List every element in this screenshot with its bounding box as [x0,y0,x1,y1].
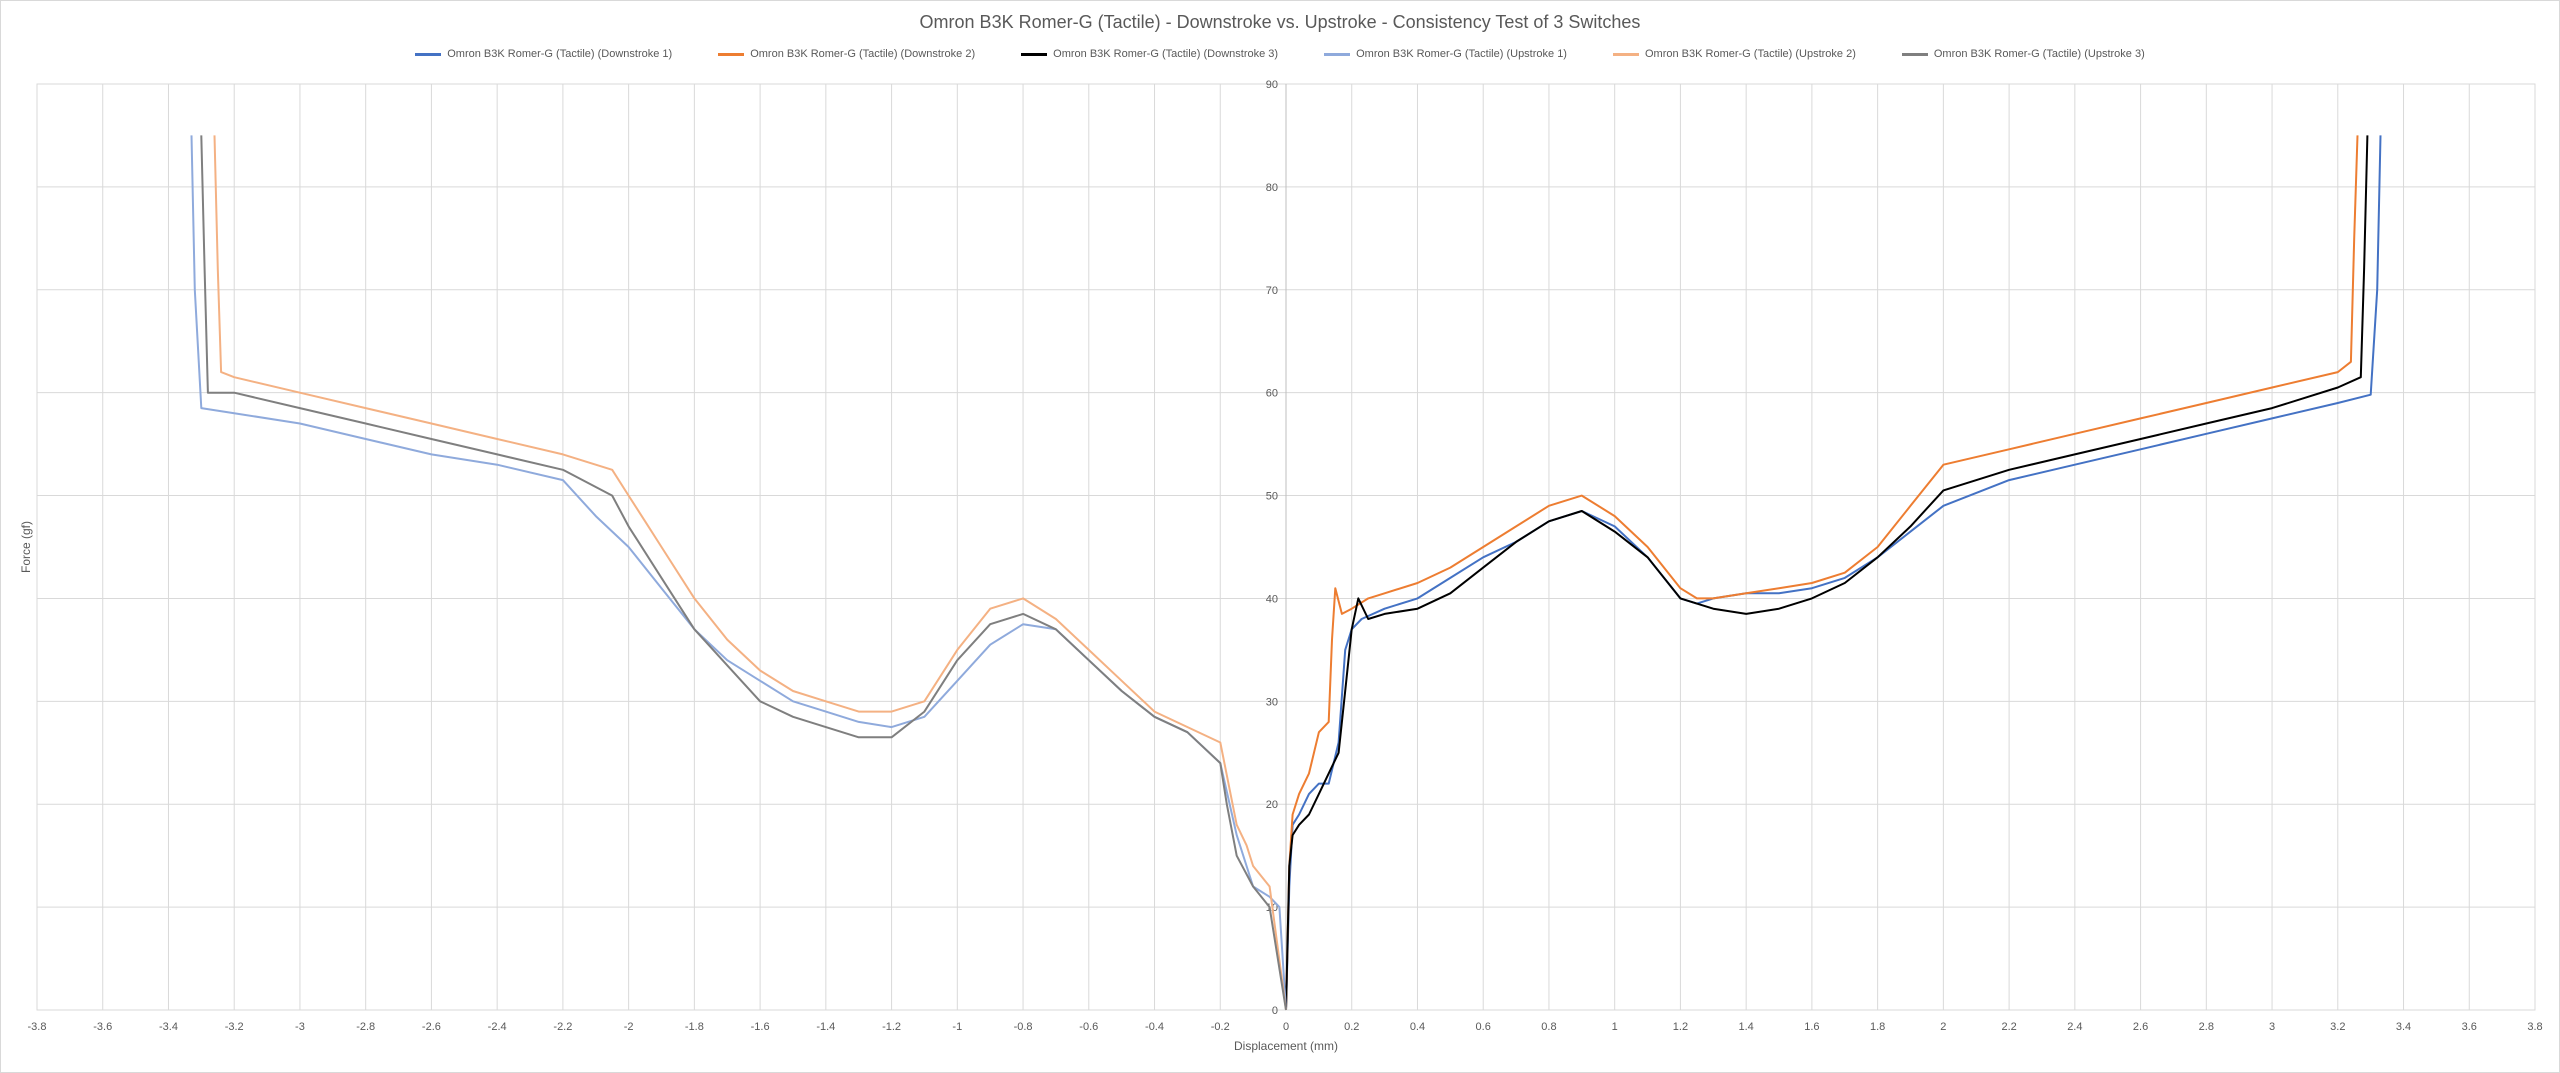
x-tick-label: -1 [952,1021,962,1033]
legend-item: Omron B3K Romer-G (Tactile) (Downstroke … [415,48,672,60]
legend-swatch [1901,52,1928,56]
legend-item: Omron B3K Romer-G (Tactile) (Upstroke 2) [1612,48,1856,60]
x-tick-label: 3 [2269,1021,2275,1033]
x-tick-label: -1.4 [816,1021,835,1033]
x-tick-label: 0.4 [1410,1021,1425,1033]
legend-label: Omron B3K Romer-G (Tactile) (Downstroke … [447,48,673,60]
y-tick-label: 80 [1266,182,1278,194]
series-line-3 [1285,135,2369,1011]
chart-legend: Omron B3K Romer-G (Tactile) (Downstroke … [0,48,2560,60]
x-tick-label: -2.4 [488,1021,507,1033]
x-tick-label: -0.6 [1079,1021,1098,1033]
x-tick-label: 1.4 [1739,1021,1754,1033]
x-tick-label: -2.6 [422,1021,441,1033]
x-tick-label: 2.4 [2067,1021,2082,1033]
x-tick-label: -3.4 [159,1021,178,1033]
x-tick-label: -3.2 [225,1021,244,1033]
y-tick-label: 60 [1266,388,1278,400]
x-tick-label: 1.8 [1870,1021,1885,1033]
series-line-2 [1285,135,2359,1011]
legend-item: Omron B3K Romer-G (Tactile) (Upstroke 1) [1324,48,1567,60]
legend-label: Omron B3K Romer-G (Tactile) (Upstroke 2) [1644,48,1856,60]
x-tick-label: -2 [624,1021,634,1033]
x-tick-label: -3 [295,1021,305,1033]
y-tick-label: 30 [1266,696,1278,708]
y-tick-label: 90 [1266,79,1278,91]
y-tick-label: 70 [1266,285,1278,297]
x-tick-label: -2.8 [356,1021,375,1033]
legend-label: Omron B3K Romer-G (Tactile) (Downstroke … [1053,48,1279,60]
x-tick-label: -1.8 [685,1021,704,1033]
x-tick-label: 0.8 [1541,1021,1556,1033]
legend-item: Omron B3K Romer-G (Tactile) (Downstroke … [718,48,975,60]
y-tick-label: 0 [1272,1005,1278,1017]
x-tick-label: 0.2 [1344,1021,1359,1033]
x-tick-label: 3.2 [2330,1021,2345,1033]
x-tick-label: 1 [1612,1021,1618,1033]
chart-title: Omron B3K Romer-G (Tactile) - Downstroke… [919,12,1641,32]
x-tick-label: -0.2 [1211,1021,1230,1033]
x-tick-label: -2.2 [553,1021,572,1033]
x-tick-label: 2.2 [2001,1021,2016,1033]
x-tick-label: 2 [1940,1021,1946,1033]
x-tick-label: 3.6 [2462,1021,2477,1033]
x-tick-label: 1.6 [1804,1021,1819,1033]
legend-label: Omron B3K Romer-G (Tactile) (Upstroke 3) [1933,48,2145,60]
y-tick-label: 50 [1266,491,1278,503]
x-tick-label: -0.4 [1145,1021,1164,1033]
legend-swatch [718,52,745,56]
series-line-4 [190,135,1287,1011]
series-line-6 [200,135,1287,1011]
x-tick-label: -3.6 [93,1021,112,1033]
x-tick-label: -0.8 [1014,1021,1033,1033]
y-tick-label: 20 [1266,799,1278,811]
legend-item: Omron B3K Romer-G (Tactile) (Upstroke 3) [1901,48,2145,60]
x-tick-label: 1.2 [1673,1021,1688,1033]
legend-item: Omron B3K Romer-G (Tactile) (Downstroke … [1021,48,1278,60]
legend-swatch [415,52,442,56]
y-axis-title: Force (gf) [19,521,33,573]
legend-label: Omron B3K Romer-G (Tactile) (Upstroke 1) [1356,48,1567,60]
x-axis-title: Displacement (mm) [1234,1039,1338,1053]
x-tick-label: 0 [1283,1021,1289,1033]
x-tick-label: 2.6 [2133,1021,2148,1033]
series-line-5 [213,135,1287,1011]
legend-swatch [1612,52,1639,56]
legend-label: Omron B3K Romer-G (Tactile) (Downstroke … [750,48,976,60]
x-tick-label: 3.4 [2396,1021,2411,1033]
x-tick-label: 2.8 [2199,1021,2214,1033]
x-tick-label: -1.6 [751,1021,770,1033]
legend-swatch [1021,52,1048,56]
y-tick-label: 40 [1266,593,1278,605]
x-tick-label: -1.2 [882,1021,901,1033]
series-line-1 [1285,135,2382,1011]
x-tick-label: -3.8 [28,1021,47,1033]
x-tick-label: 3.8 [2527,1021,2542,1033]
x-tick-label: 0.6 [1476,1021,1491,1033]
legend-swatch [1324,52,1351,56]
